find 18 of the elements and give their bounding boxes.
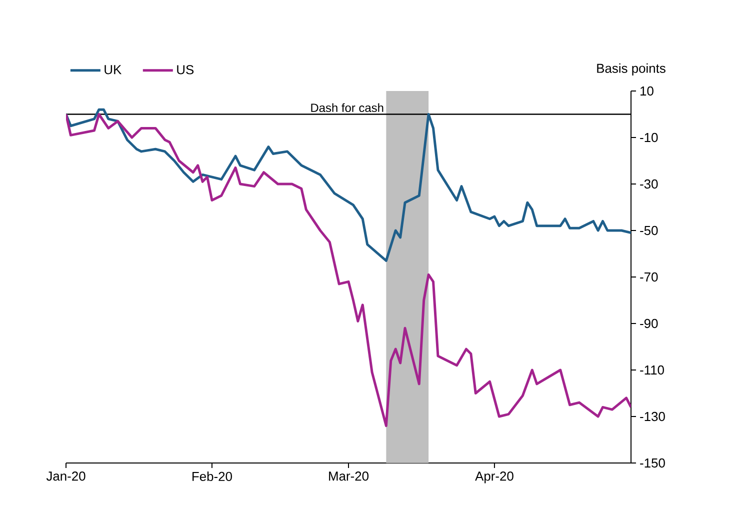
y-tick-label: 10 — [640, 86, 654, 96]
x-tick-label: Feb-20 — [192, 472, 232, 482]
y-tick-label: -50 — [640, 226, 658, 236]
y-tick-label: -130 — [640, 412, 665, 422]
y-tick-label: -90 — [640, 318, 658, 328]
y-tick-label: -30 — [640, 179, 658, 189]
line-series — [66, 113, 632, 428]
x-tick-label: Jan-20 — [46, 472, 86, 481]
y-axis-title: Basis points — [597, 63, 666, 76]
band-label: Dash for cash — [311, 103, 384, 112]
legend-label: US — [177, 65, 194, 74]
y-tick-label: -70 — [640, 272, 658, 282]
y-tick-label: -150 — [640, 458, 665, 468]
x-tick-label: Apr-20 — [475, 472, 514, 484]
y-tick-label: -10 — [640, 132, 658, 142]
legend-label: UK — [104, 65, 122, 74]
y-tick-label: -110 — [640, 365, 664, 375]
x-tick-label: Mar-20 — [329, 472, 369, 481]
